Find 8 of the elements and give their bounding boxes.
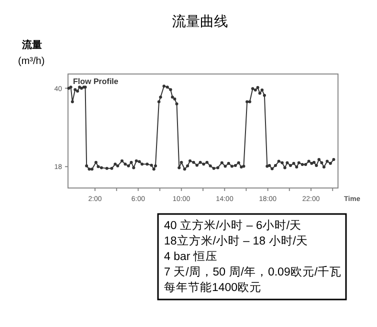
text: 4 bar 恒压: [164, 250, 218, 263]
text: 每年节能1400欧元: [164, 281, 262, 294]
y-axis-title: 流量 (m³/h): [18, 39, 45, 67]
annotation: Flow Profile: [73, 77, 119, 86]
text: 7 天/周，50 周/年，0.09欧元/千瓦: [164, 264, 342, 278]
chart-title: 流量曲线: [172, 13, 228, 29]
text: 18立方米/小时 – 18 小时/天: [164, 234, 308, 248]
text: 40 立方米/小时 – 6小时/天: [164, 218, 302, 232]
